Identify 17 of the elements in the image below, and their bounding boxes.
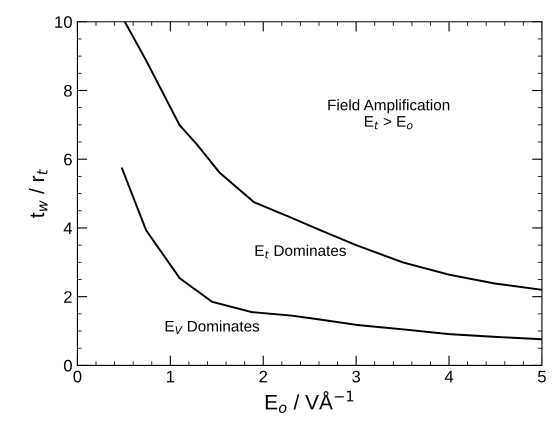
x-tick-label: 1 [166, 370, 174, 382]
y-tick-label: 0 [64, 360, 72, 372]
x-axis-title: E$_{o}$ / VÅ$^{−1}$ [266, 390, 354, 414]
y-tick-label: 6 [64, 154, 72, 166]
annotation: E$_{t}$ Dominates [256, 244, 346, 258]
annotation: Field Amplification E$_{t}$ > E$_{o}$ [328, 99, 450, 130]
x-tick-label: 3 [352, 370, 360, 383]
y-tick-label: 2 [64, 291, 72, 303]
y-axis-title: t$_{w}$ / r$_{t}$ [28, 169, 48, 218]
x-tick-label: 2 [259, 370, 268, 382]
x-tick-label: 0 [73, 370, 82, 383]
y-tick-label: 4 [64, 222, 72, 234]
y-tick-label: 8 [64, 84, 72, 97]
y-tick-label: 10 [55, 16, 72, 28]
x-tick-label: 5 [538, 370, 546, 383]
x-tick-label: 4 [444, 370, 454, 382]
annotation: E$_{V}$ Dominates [166, 320, 260, 334]
